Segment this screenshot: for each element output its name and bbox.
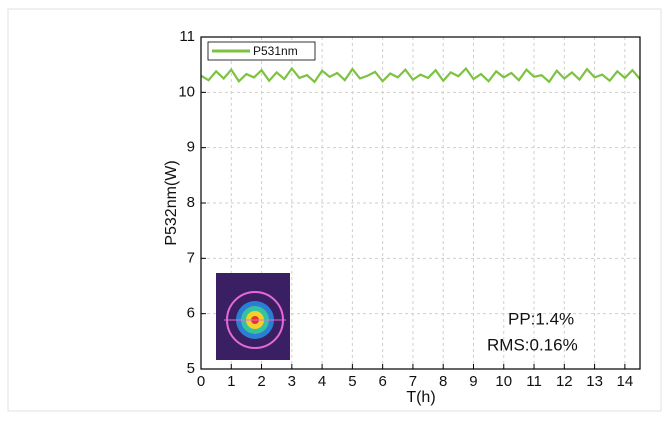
frame (7, 8, 662, 412)
y-axis-label: P532nm(W) (163, 160, 180, 245)
x-tick-label: 5 (348, 373, 356, 390)
y-tick-label: 9 (187, 139, 195, 156)
x-tick-label: 14 (617, 373, 634, 390)
y-tick-label: 6 (187, 305, 195, 322)
legend-box (207, 41, 316, 61)
annotation: PP:1.4% (508, 309, 574, 328)
x-tick-label: 13 (586, 373, 603, 390)
y-tick-label: 11 (179, 28, 195, 45)
x-tick-label: 9 (469, 373, 477, 390)
beam-profile-inset (216, 273, 290, 360)
x-tick-label: 6 (378, 373, 386, 390)
x-tick-label: 8 (439, 373, 447, 390)
y-tick-label: 10 (178, 83, 195, 100)
legend-label: P531nm (253, 44, 298, 58)
y-tick-label: 7 (187, 249, 195, 266)
y-tick-label: 8 (187, 194, 195, 211)
x-tick-label: 3 (288, 373, 296, 390)
plot-frame (200, 36, 641, 370)
x-tick-label: 10 (495, 373, 512, 390)
x-tick-label: 12 (556, 373, 573, 390)
annotation: RMS:0.16% (487, 335, 578, 354)
data-line (200, 66, 641, 84)
x-axis-label: T(h) (406, 389, 435, 406)
x-tick-label: 11 (526, 373, 542, 390)
x-tick-label: 4 (318, 373, 326, 390)
x-tick-label: 1 (227, 373, 235, 390)
x-tick-label: 7 (409, 373, 417, 390)
y-tick-label: 5 (187, 360, 195, 377)
x-tick-label: 0 (197, 373, 205, 390)
x-tick-label: 2 (257, 373, 265, 390)
